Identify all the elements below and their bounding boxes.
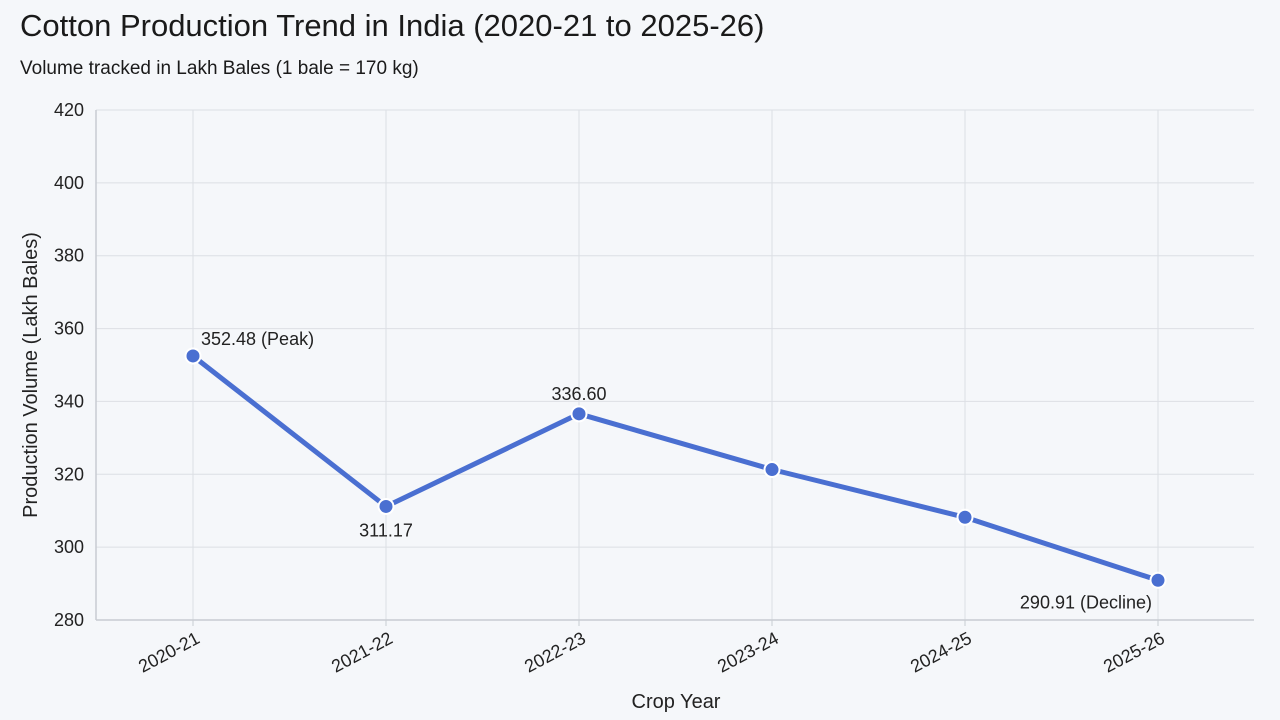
x-tick-label: 2023-24 xyxy=(714,628,782,677)
data-label: 352.48 (Peak) xyxy=(201,329,314,349)
grid-lines xyxy=(96,109,1254,621)
y-tick-label: 340 xyxy=(54,391,84,411)
x-tick-label: 2025-26 xyxy=(1100,628,1168,677)
series-production xyxy=(184,347,1167,589)
x-tick-label: 2020-21 xyxy=(135,628,203,677)
y-tick-label: 280 xyxy=(54,610,84,630)
data-point xyxy=(377,497,395,515)
data-label: 290.91 (Decline) xyxy=(1020,592,1152,612)
x-tick-label: 2024-25 xyxy=(907,628,975,677)
data-label: 311.17 xyxy=(359,520,413,540)
y-tick-label: 320 xyxy=(54,464,84,484)
data-labels: 352.48 (Peak) 311.17 336.60 290.91 (Decline… xyxy=(201,329,1152,612)
y-tick-label: 400 xyxy=(54,173,84,193)
data-point xyxy=(956,508,974,526)
y-tick-label: 300 xyxy=(54,537,84,557)
y-axis-title: Production Volume (Lakh Bales) xyxy=(20,232,42,518)
x-tick-labels: 2020-21 2021-22 2022-23 2023-24 2024-25 2025-… xyxy=(135,628,1168,677)
y-tick-label: 380 xyxy=(54,246,84,266)
data-label: 336.60 xyxy=(551,384,606,404)
y-tick-label: 420 xyxy=(54,100,84,120)
x-tick-label: 2021-22 xyxy=(328,628,396,677)
data-point xyxy=(184,347,202,365)
y-tick-labels: 420 400 380 360 340 320 300 280 xyxy=(54,100,84,630)
axes xyxy=(95,110,1254,626)
data-point xyxy=(1149,571,1167,589)
chart-title: Cotton Production Trend in India (2020-2… xyxy=(20,8,765,43)
series-line xyxy=(190,353,1161,583)
x-tick-label: 2022-23 xyxy=(521,628,589,677)
data-point xyxy=(570,405,588,423)
chart-subtitle: Volume tracked in Lakh Bales (1 bale = 1… xyxy=(20,58,419,79)
x-axis-title: Crop Year xyxy=(632,691,721,713)
data-point xyxy=(763,461,781,479)
y-tick-label: 360 xyxy=(54,319,84,339)
